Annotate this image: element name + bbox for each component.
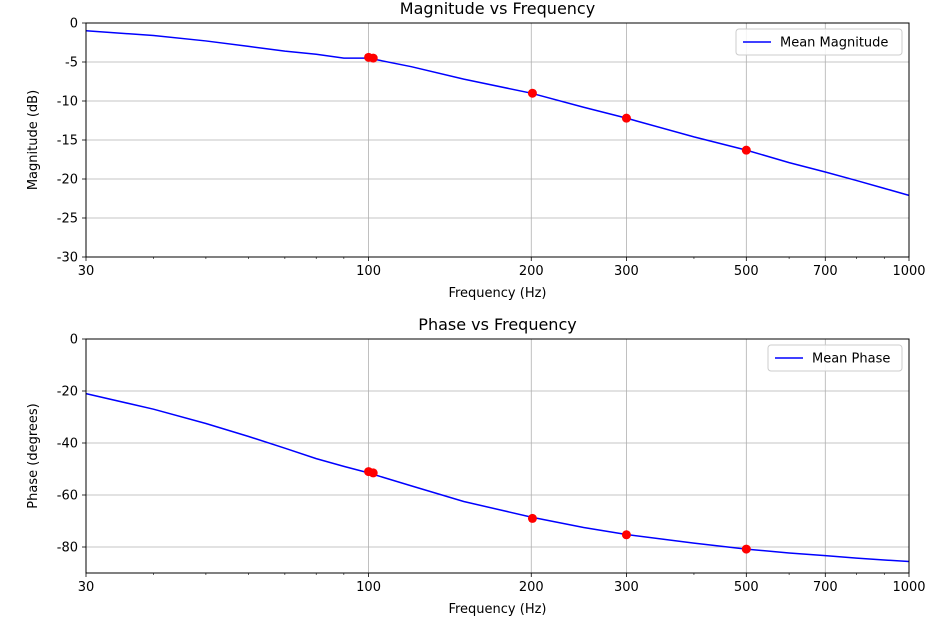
data-marker (368, 53, 378, 63)
x-tick-label: 100 (356, 264, 381, 279)
data-marker (621, 530, 631, 540)
series-line-0 (85, 30, 910, 197)
x-tick-label: 30 (78, 580, 95, 595)
y-tick-label: -5 (65, 56, 78, 71)
y-tick-label: -30 (57, 251, 78, 266)
x-tick-label: 100 (356, 580, 381, 595)
data-marker (527, 88, 537, 98)
y-tick-label: 0 (70, 17, 78, 32)
x-axis-label: Frequency (Hz) (448, 602, 546, 617)
x-tick-label: 1000 (892, 580, 925, 595)
x-tick-label: 500 (734, 580, 759, 595)
plot-frame (85, 338, 910, 574)
data-marker (741, 145, 751, 155)
legend: Mean Magnitude (735, 28, 903, 56)
y-tick-label: -15 (57, 134, 78, 149)
y-axis-label: Phase (degrees) (26, 403, 41, 508)
chart-title: Magnitude vs Frequency (400, 0, 595, 18)
x-tick-label: 200 (519, 264, 544, 279)
x-tick-label: 700 (813, 264, 838, 279)
legend-label: Mean Phase (812, 352, 890, 367)
data-marker (368, 468, 378, 478)
x-tick-label: 300 (614, 264, 639, 279)
x-tick-label: 300 (614, 580, 639, 595)
x-tick-label: 200 (519, 580, 544, 595)
x-tick-label: 1000 (892, 264, 925, 279)
chart-title: Phase vs Frequency (418, 315, 576, 334)
y-tick-label: -80 (57, 541, 78, 556)
chart-magnitude: 30 100 200 300 500 700 1000 0 -5 -10 -15 -20 -25 -30 M… (26, 0, 926, 301)
x-tick-label: 700 (813, 580, 838, 595)
chart-phase: 30 100 200 300 500 700 1000 0 -20 -40 -60 -80 Phase … (26, 315, 926, 617)
data-marker (741, 544, 751, 554)
y-axis-label: Magnitude (dB) (26, 90, 41, 190)
data-marker (527, 513, 537, 523)
y-tick-label: -20 (57, 173, 78, 188)
series-line-0 (85, 392, 910, 563)
y-tick-label: -10 (57, 95, 78, 110)
legend: Mean Phase (767, 344, 903, 372)
legend-box (735, 28, 903, 56)
y-tick-label: -40 (57, 437, 78, 452)
x-tick-label: 500 (734, 264, 759, 279)
y-tick-label: -20 (57, 385, 78, 400)
legend-label: Mean Magnitude (780, 36, 888, 51)
y-tick-label: -60 (57, 489, 78, 504)
legend-box (767, 344, 903, 372)
x-axis-label: Frequency (Hz) (448, 286, 546, 301)
y-tick-label: -25 (57, 212, 78, 227)
y-tick-label: 0 (70, 333, 78, 348)
x-tick-label: 30 (78, 264, 95, 279)
data-marker (621, 113, 631, 123)
